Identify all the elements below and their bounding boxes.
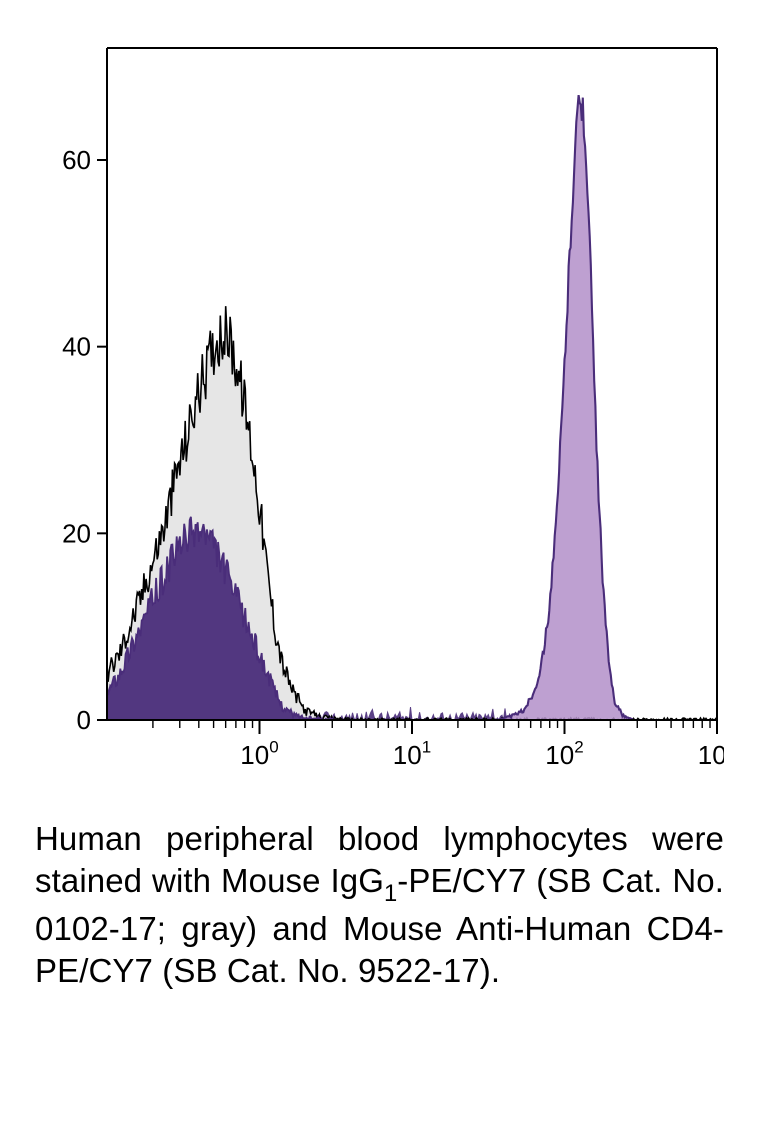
svg-text:100: 100 xyxy=(240,737,278,770)
svg-text:60: 60 xyxy=(62,145,91,175)
svg-text:0: 0 xyxy=(77,705,91,735)
flow-histogram-chart: 0 20 40 60 100 101 102 103 xyxy=(35,30,724,790)
page: 0 20 40 60 100 101 102 103 Human peripheral blo… xyxy=(0,0,759,1129)
svg-text:103: 103 xyxy=(698,737,724,770)
figure-caption: Human peripheral blood lymphocytes were … xyxy=(35,818,724,993)
chart-svg: 0 20 40 60 100 101 102 103 xyxy=(35,30,724,790)
svg-text:102: 102 xyxy=(545,737,583,770)
svg-text:101: 101 xyxy=(393,737,431,770)
svg-text:40: 40 xyxy=(62,332,91,362)
svg-text:20: 20 xyxy=(62,518,91,548)
caption-subscript: 1 xyxy=(384,880,397,907)
